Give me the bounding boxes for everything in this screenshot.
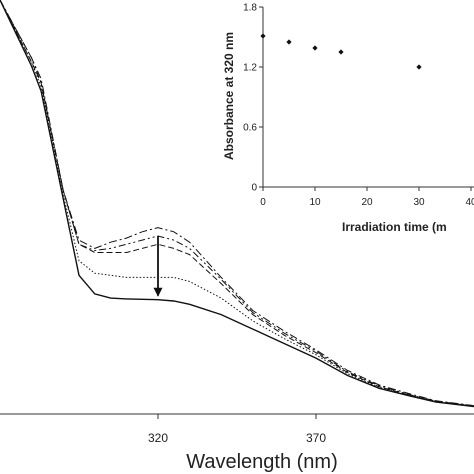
spectrum-series-line-2 xyxy=(0,0,474,407)
inset-x-tick-label-2: 20 xyxy=(361,197,373,208)
spectrum-series-line-4 xyxy=(0,0,474,408)
inset-x-tick-label-4: 40 xyxy=(465,197,474,208)
spectrum-series-line-3 xyxy=(0,0,474,407)
main-x-tick-label-1: 370 xyxy=(306,431,326,445)
inset-data-point-0 xyxy=(260,33,266,39)
inset-chart: 00.61.21.80 10 20 30 40 Irradiation time (m … xyxy=(222,0,474,236)
inset-axes-group: 0 0.6 1.2 1.8 0 10 20 30 40 xyxy=(243,3,474,208)
inset-y-tick-label-0: 0 xyxy=(251,183,257,194)
inset-y-tick-label-2: 1.2 xyxy=(243,63,257,74)
inset-background xyxy=(228,0,474,236)
inset-y-axis-title: Absorbance at 320 nm xyxy=(222,32,236,160)
decrease-arrow-head xyxy=(153,287,163,297)
inset-x-tick-label-1: 10 xyxy=(309,197,321,208)
main-x-tick-label-0: 320 xyxy=(148,431,168,445)
inset-x-axis-title: Irradiation time (m xyxy=(342,220,447,234)
inset-y-tick-label-1: 0.6 xyxy=(243,123,257,134)
inset-data-point-2 xyxy=(312,45,318,51)
main-series-group xyxy=(0,0,474,408)
main-annotation-group xyxy=(153,235,163,297)
main-axes-group: 320 370 xyxy=(0,413,474,445)
inset-data-point-1 xyxy=(286,39,292,45)
inset-y-tick-label-3: 1.8 xyxy=(243,3,257,14)
inset-points-group xyxy=(260,33,422,70)
inset-data-point-4 xyxy=(416,64,422,70)
x-axis-title: Wavelength (nm) xyxy=(186,451,338,473)
inset-x-tick-label-0: 0 xyxy=(260,197,266,208)
inset-x-tick-label-3: 30 xyxy=(413,197,425,208)
inset-data-point-3 xyxy=(338,49,344,55)
